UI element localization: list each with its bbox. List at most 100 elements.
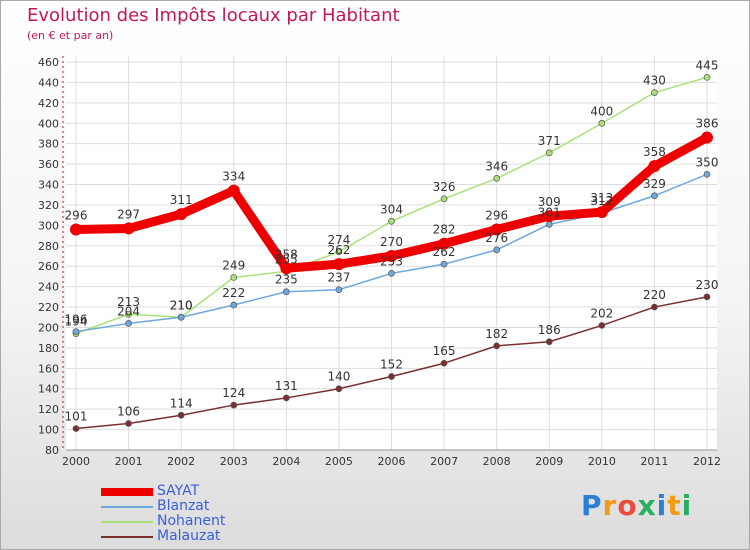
data-point — [230, 301, 238, 309]
data-label: 210 — [170, 298, 193, 312]
data-label: 106 — [117, 404, 140, 418]
x-tick-label: 2011 — [640, 455, 668, 468]
data-label-layer: 296 297 311 334 258 262 270 282 296 309 313 358 386 1… — [65, 58, 719, 423]
data-label: 296 — [485, 208, 508, 222]
data-point — [282, 288, 290, 296]
data-point — [72, 328, 80, 335]
data-label: 304 — [380, 202, 403, 216]
chart-title: Evolution des Impôts locaux par Habitant — [27, 5, 400, 26]
data-label: 255 — [275, 252, 298, 266]
logo-letter: i — [656, 489, 668, 522]
logo-letter: o — [617, 489, 638, 522]
y-tick-label: 340 — [38, 179, 59, 192]
data-point — [651, 303, 658, 311]
x-tick-label: 2005 — [325, 455, 353, 468]
data-point — [388, 373, 395, 380]
data-point — [175, 208, 188, 221]
data-point — [230, 274, 238, 281]
logo-letter: i — [681, 489, 693, 522]
logo-letter: t — [667, 489, 682, 522]
data-label: 152 — [380, 357, 403, 371]
legend-swatch — [101, 488, 153, 496]
data-point — [227, 184, 240, 197]
x-tick-label: 2012 — [693, 455, 721, 468]
data-point — [595, 206, 608, 219]
legend-item: Blanzat — [101, 498, 301, 515]
data-label: 386 — [696, 117, 719, 131]
data-label: 114 — [170, 396, 193, 410]
data-point — [543, 210, 556, 223]
logo-letter: r — [602, 489, 618, 522]
data-point — [651, 192, 658, 200]
x-tick-label: 2009 — [535, 455, 563, 468]
logo-letter: x — [637, 489, 657, 522]
x-tick-label: 2000 — [62, 455, 90, 468]
data-point — [545, 149, 553, 157]
data-label: 296 — [65, 208, 88, 222]
data-label: 276 — [485, 231, 508, 245]
data-label: 210 — [170, 298, 193, 312]
data-label: 258 — [275, 247, 298, 261]
data-label: 124 — [222, 386, 245, 400]
y-tick-label: 280 — [38, 240, 59, 253]
data-label: 326 — [433, 180, 456, 194]
data-label: 371 — [538, 134, 561, 148]
proxiti-logo: Proxiti — [581, 489, 692, 522]
data-label: 222 — [222, 286, 245, 300]
data-point — [70, 223, 82, 236]
data-point — [440, 359, 448, 367]
y-tick-label: 360 — [38, 158, 59, 171]
data-point — [493, 342, 501, 350]
data-label: 186 — [538, 323, 561, 337]
data-point — [230, 401, 238, 409]
data-label: 301 — [538, 205, 561, 219]
y-tick-label: 120 — [38, 403, 59, 416]
data-point — [282, 394, 290, 402]
data-point — [125, 420, 132, 427]
y-tick-label: 220 — [38, 301, 59, 314]
data-point — [545, 220, 553, 228]
y-tick-label: 160 — [38, 362, 59, 375]
x-tick-label: 2008 — [483, 455, 511, 468]
y-tick-label: 180 — [38, 342, 59, 355]
data-label: 274 — [327, 233, 350, 247]
data-label: 213 — [117, 295, 140, 309]
grid-layer — [66, 56, 717, 451]
data-label: 165 — [433, 344, 456, 358]
data-point — [72, 425, 80, 432]
y-tick-label: 140 — [38, 383, 59, 396]
x-tick-label: 2003 — [220, 455, 248, 468]
data-point — [125, 310, 132, 318]
data-point — [438, 237, 451, 250]
data-label: 309 — [538, 195, 561, 209]
data-point — [122, 222, 135, 235]
data-label: 131 — [275, 379, 298, 393]
data-label: 297 — [117, 207, 140, 221]
data-label: 202 — [590, 306, 613, 320]
data-label: 230 — [696, 278, 719, 292]
data-point — [493, 246, 501, 254]
data-point — [545, 338, 553, 346]
data-label: 430 — [643, 74, 666, 88]
data-point — [490, 223, 503, 236]
data-label: 220 — [643, 288, 666, 302]
data-label: 182 — [485, 327, 508, 341]
data-label: 400 — [590, 104, 613, 118]
data-point — [335, 286, 343, 294]
x-tick-label: 2007 — [430, 455, 458, 468]
data-label: 101 — [65, 410, 88, 424]
data-point — [598, 119, 606, 127]
data-label: 235 — [275, 273, 298, 287]
x-tick-label: 2001 — [115, 455, 143, 468]
y-tick-label: 200 — [38, 321, 59, 334]
legend-swatch — [101, 506, 153, 508]
data-label: 346 — [485, 159, 508, 173]
y-tick-label: 100 — [38, 424, 59, 437]
data-point — [648, 160, 661, 173]
data-point — [493, 175, 501, 182]
y-tick-label: 440 — [38, 76, 59, 89]
x-tick-label: 2010 — [588, 455, 616, 468]
data-label: 270 — [380, 235, 403, 249]
data-point — [703, 293, 711, 301]
data-label: 312 — [590, 194, 613, 208]
